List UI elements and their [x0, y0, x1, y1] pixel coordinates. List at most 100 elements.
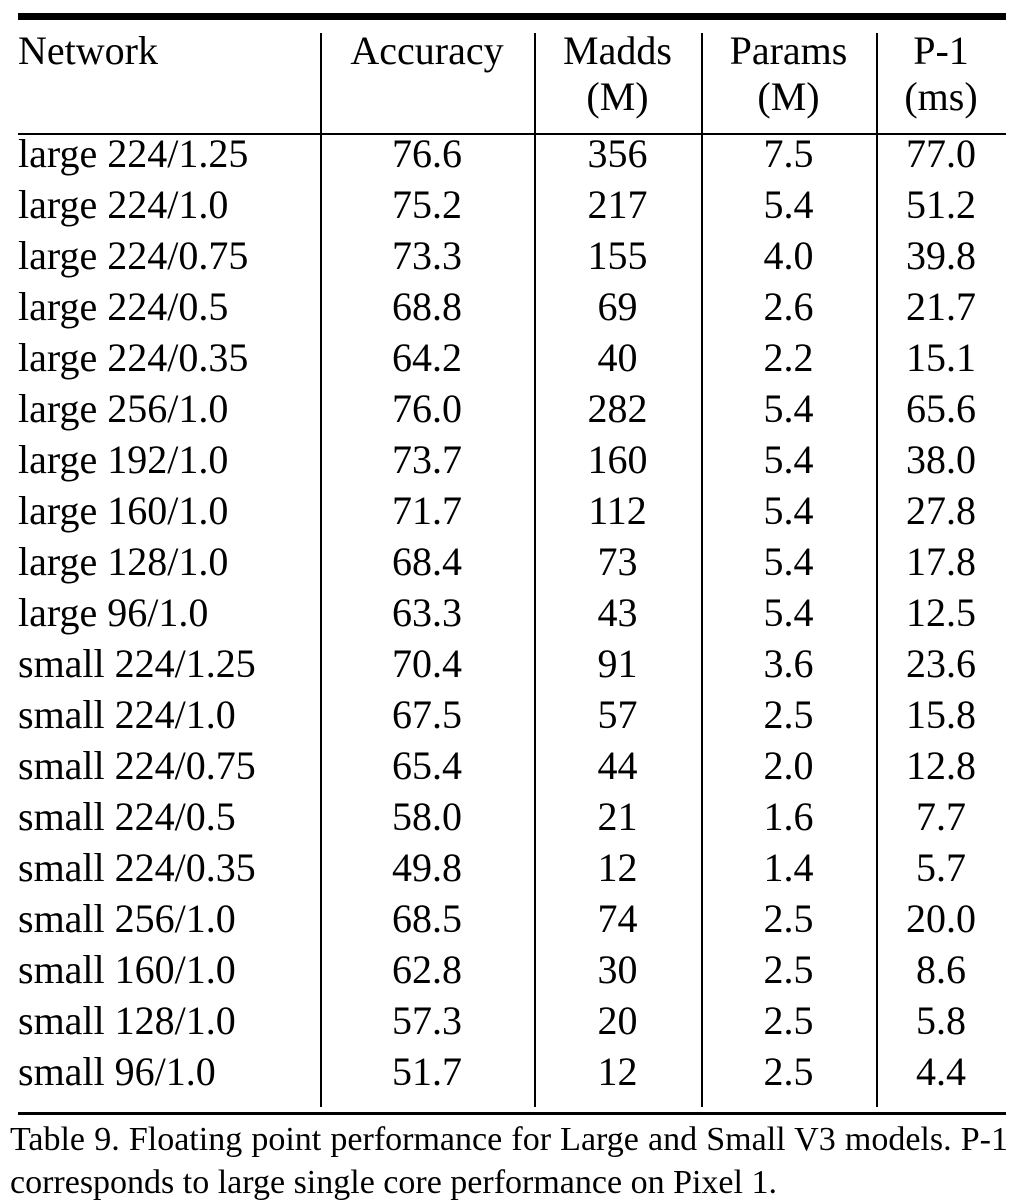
column-divider	[701, 33, 703, 1107]
cell-params: 2.5	[763, 998, 814, 1043]
cell-network: large 224/0.5	[18, 284, 229, 329]
cell-p1: 39.8	[906, 233, 976, 278]
cell-network: small 160/1.0	[18, 947, 236, 992]
cell-accuracy: 70.4	[392, 641, 462, 686]
header-accuracy: Accuracy	[350, 28, 504, 73]
cell-madds: 43	[597, 590, 638, 635]
cell-network: small 96/1.0	[18, 1049, 216, 1094]
cell-madds: 21	[597, 794, 638, 839]
cell-params: 2.0	[763, 743, 814, 788]
cell-params: 1.6	[763, 794, 814, 839]
cell-madds: 57	[597, 692, 638, 737]
cell-p1: 27.8	[906, 488, 976, 533]
cell-accuracy: 65.4	[392, 743, 462, 788]
cell-p1: 38.0	[906, 437, 976, 482]
table-header: Network Accuracy Madds Params P-1 (M) (M…	[18, 27, 1006, 125]
cell-network: small 256/1.0	[18, 896, 236, 941]
cell-network: large 192/1.0	[18, 437, 229, 482]
cell-p1: 7.7	[916, 794, 966, 839]
header-accuracy-unit	[320, 75, 534, 125]
cell-p1: 77.0	[906, 131, 976, 176]
cell-madds: 12	[597, 1049, 638, 1094]
cell-network: large 224/0.75	[18, 233, 249, 278]
cell-accuracy: 73.3	[392, 233, 462, 278]
cell-network: large 224/0.35	[18, 335, 249, 380]
table-row: small 224/1.0 67.5 57 2.5 15.8	[18, 689, 1006, 740]
cell-p1: 5.8	[916, 998, 966, 1043]
cell-network: large 256/1.0	[18, 386, 229, 431]
header-network-unit	[18, 75, 320, 125]
cell-params: 5.4	[763, 386, 814, 431]
cell-network: large 96/1.0	[18, 590, 209, 635]
cell-p1: 20.0	[906, 896, 976, 941]
cell-network: large 128/1.0	[18, 539, 229, 584]
cell-network: large 160/1.0	[18, 488, 229, 533]
cell-madds: 356	[587, 131, 648, 176]
cell-p1: 8.6	[916, 947, 966, 992]
cell-accuracy: 76.0	[392, 386, 462, 431]
header-unit-row: (M) (M) (ms)	[18, 75, 1006, 125]
cell-params: 3.6	[763, 641, 814, 686]
header-madds-unit: (M)	[586, 74, 649, 119]
cell-accuracy: 67.5	[392, 692, 462, 737]
cell-network: small 224/0.75	[18, 743, 256, 788]
cell-params: 2.5	[763, 1049, 814, 1094]
cell-madds: 282	[587, 386, 648, 431]
cell-network: large 224/1.0	[18, 182, 229, 227]
cell-p1: 15.1	[906, 335, 976, 380]
cell-accuracy: 68.4	[392, 539, 462, 584]
column-divider	[876, 33, 878, 1107]
cell-p1: 4.4	[916, 1049, 966, 1094]
cell-madds: 155	[587, 233, 648, 278]
table-row: large 256/1.0 76.0 282 5.4 65.6	[18, 383, 1006, 434]
cell-accuracy: 76.6	[392, 131, 462, 176]
cell-accuracy: 49.8	[392, 845, 462, 890]
header-row: Network Accuracy Madds Params P-1	[18, 27, 1006, 75]
cell-p1: 12.5	[906, 590, 976, 635]
cell-madds: 40	[597, 335, 638, 380]
cell-p1: 21.7	[906, 284, 976, 329]
cell-network: small 224/0.5	[18, 794, 236, 839]
cell-p1: 65.6	[906, 386, 976, 431]
table-row: small 224/0.5 58.0 21 1.6 7.7	[18, 791, 1006, 842]
header-madds: Madds	[563, 28, 672, 73]
cell-p1: 12.8	[906, 743, 976, 788]
table-row: small 224/0.35 49.8 12 1.4 5.7	[18, 842, 1006, 893]
cell-network: small 224/0.35	[18, 845, 256, 890]
table-row: small 224/0.75 65.4 44 2.0 12.8	[18, 740, 1006, 791]
cell-p1: 23.6	[906, 641, 976, 686]
cell-madds: 69	[597, 284, 638, 329]
table-row: large 224/1.0 75.2 217 5.4 51.2	[18, 179, 1006, 230]
table-row: large 160/1.0 71.7 112 5.4 27.8	[18, 485, 1006, 536]
header-network: Network	[18, 28, 158, 73]
cell-madds: 160	[587, 437, 648, 482]
column-divider	[534, 33, 536, 1107]
cell-params: 2.5	[763, 896, 814, 941]
cell-params: 1.4	[763, 845, 814, 890]
cell-accuracy: 68.8	[392, 284, 462, 329]
table-row: large 128/1.0 68.4 73 5.4 17.8	[18, 536, 1006, 587]
table-row: large 224/0.35 64.2 40 2.2 15.1	[18, 332, 1006, 383]
cell-p1: 17.8	[906, 539, 976, 584]
cell-madds: 74	[597, 896, 638, 941]
cell-accuracy: 58.0	[392, 794, 462, 839]
cell-accuracy: 63.3	[392, 590, 462, 635]
table-row: small 256/1.0 68.5 74 2.5 20.0	[18, 893, 1006, 944]
cell-p1: 15.8	[906, 692, 976, 737]
cell-network: small 128/1.0	[18, 998, 236, 1043]
table-row: small 224/1.25 70.4 91 3.6 23.6	[18, 638, 1006, 689]
table-row: small 96/1.0 51.7 12 2.5 4.4	[18, 1046, 1006, 1097]
cell-accuracy: 71.7	[392, 488, 462, 533]
cell-madds: 44	[597, 743, 638, 788]
cell-madds: 30	[597, 947, 638, 992]
cell-params: 5.4	[763, 488, 814, 533]
table-row: large 224/1.25 76.6 356 7.5 77.0	[18, 125, 1006, 179]
cell-madds: 20	[597, 998, 638, 1043]
header-p1: P-1	[913, 28, 969, 73]
cell-accuracy: 57.3	[392, 998, 462, 1043]
table-row: large 192/1.0 73.7 160 5.4 38.0	[18, 434, 1006, 485]
table-top-rule	[18, 13, 1006, 20]
cell-accuracy: 64.2	[392, 335, 462, 380]
table-body: large 224/1.25 76.6 356 7.5 77.0 large 224/1.…	[18, 125, 1006, 1097]
